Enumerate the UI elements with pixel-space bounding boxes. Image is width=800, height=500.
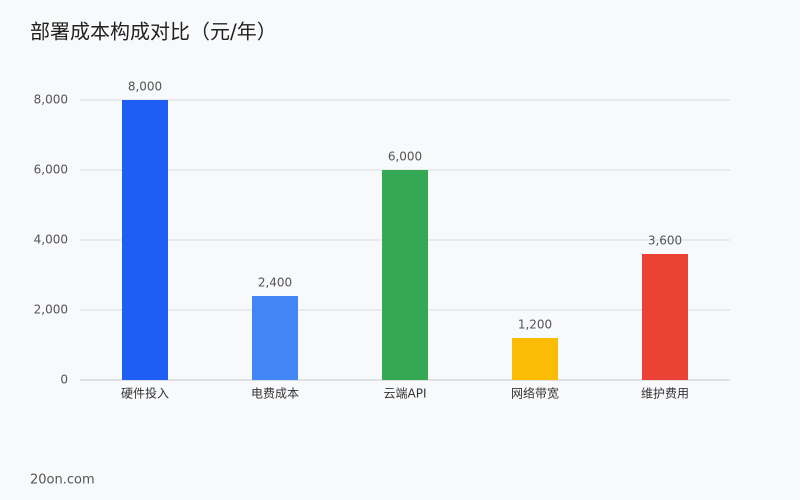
x-tick-label: 电费成本 [251,387,299,401]
x-tick-label: 维护费用 [641,387,689,401]
bar [122,100,168,380]
y-tick-label: 0 [60,373,68,387]
x-tick-label: 网络带宽 [511,386,559,401]
bar [382,170,428,380]
bar [512,338,558,380]
value-label: 6,000 [388,150,422,164]
y-tick-label: 4,000 [34,233,68,247]
footer: 20on.com [30,473,95,488]
bar [642,254,688,380]
value-label: 1,200 [518,318,552,332]
value-label: 8,000 [128,80,162,94]
chart-title: 部署成本构成对比（元/年） [30,20,277,44]
y-tick-label: 8,000 [34,93,68,107]
y-tick-label: 6,000 [34,163,68,177]
y-tick-label: 2,000 [34,303,68,317]
value-label: 2,400 [258,276,292,290]
x-tick-label: 硬件投入 [121,386,169,401]
value-label: 3,600 [648,234,682,248]
x-tick-label: 云端API [384,387,427,401]
bar [252,296,298,380]
